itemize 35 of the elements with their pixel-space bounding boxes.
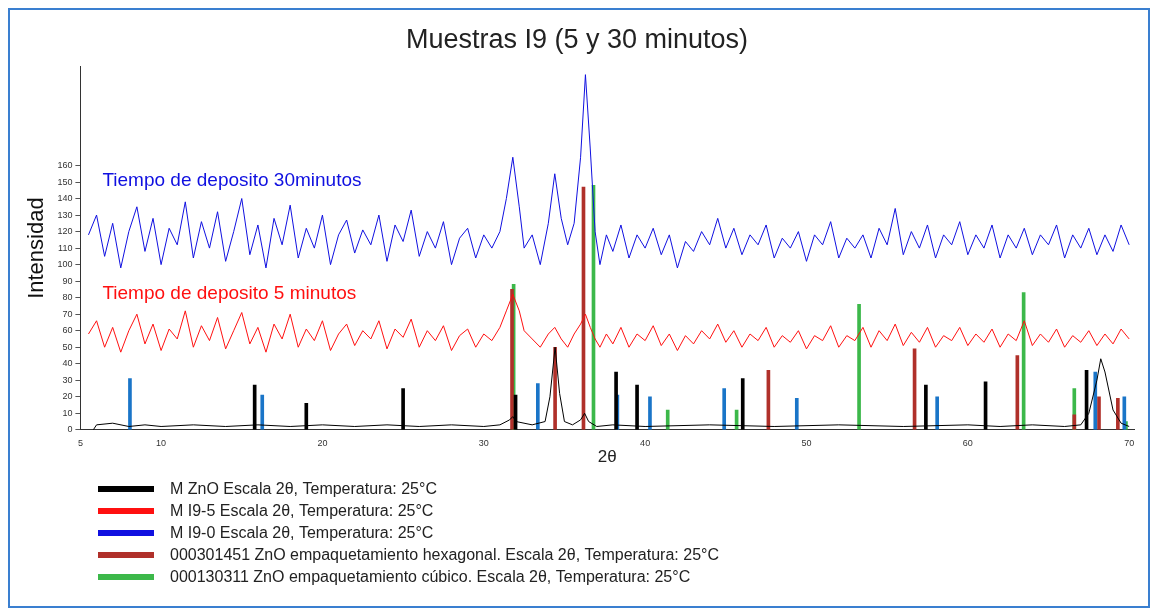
y-axis-title: Intensidad	[23, 197, 49, 299]
legend-label: M I9-0 Escala 2θ, Temperatura: 25°C	[170, 524, 434, 542]
y-tick-label: 160	[57, 159, 73, 170]
legend-label: M I9-5 Escala 2θ, Temperatura: 25°C	[170, 502, 434, 520]
x-tick-label: 5	[77, 437, 83, 448]
x-tick-label: 50	[801, 437, 812, 448]
y-tick-label: 20	[62, 391, 73, 402]
chart-title: Muestras I9 (5 y 30 minutos)	[405, 23, 749, 54]
y-tick-label: 90	[62, 275, 73, 286]
y-tick-label: 30	[62, 374, 73, 385]
y-tick-label: 80	[62, 292, 73, 303]
legend-label: 000301451 ZnO empaquetamiento hexagonal. Escala 2θ, Temperatura: 25°C	[170, 546, 719, 564]
x-tick-label: 70	[1124, 437, 1135, 448]
y-tick-label: 60	[62, 325, 73, 336]
x-axis-title: 2θ	[597, 447, 617, 467]
x-tick-label: 60	[962, 437, 973, 448]
y-tick-label: 140	[57, 193, 73, 204]
x-tick-label: 20	[317, 437, 328, 448]
y-tick-label: 120	[57, 226, 73, 237]
x-tick-label: 40	[640, 437, 651, 448]
x-tick-label: 10	[156, 437, 167, 448]
y-tick-label: 70	[62, 308, 73, 319]
legend-label: M ZnO Escala 2θ, Temperatura: 25°C	[170, 480, 437, 498]
y-tick-label: 110	[58, 242, 73, 253]
y-tick-label: 150	[57, 176, 73, 187]
annotation: Tiempo de deposito 30minutos	[102, 169, 362, 191]
legend-label: 000130311 ZnO empaquetamiento cúbico. Escala 2θ, Temperatura: 25°C	[170, 568, 691, 586]
annotation: Tiempo de deposito 5 minutos	[102, 281, 357, 303]
y-tick-label: 100	[57, 259, 73, 270]
y-tick-label: 0	[67, 424, 73, 435]
y-tick-label: 10	[62, 407, 73, 418]
y-tick-label: 40	[62, 358, 73, 369]
y-tick-label: 50	[62, 341, 73, 352]
x-tick-label: 30	[478, 437, 489, 448]
y-tick-label: 130	[57, 209, 73, 220]
